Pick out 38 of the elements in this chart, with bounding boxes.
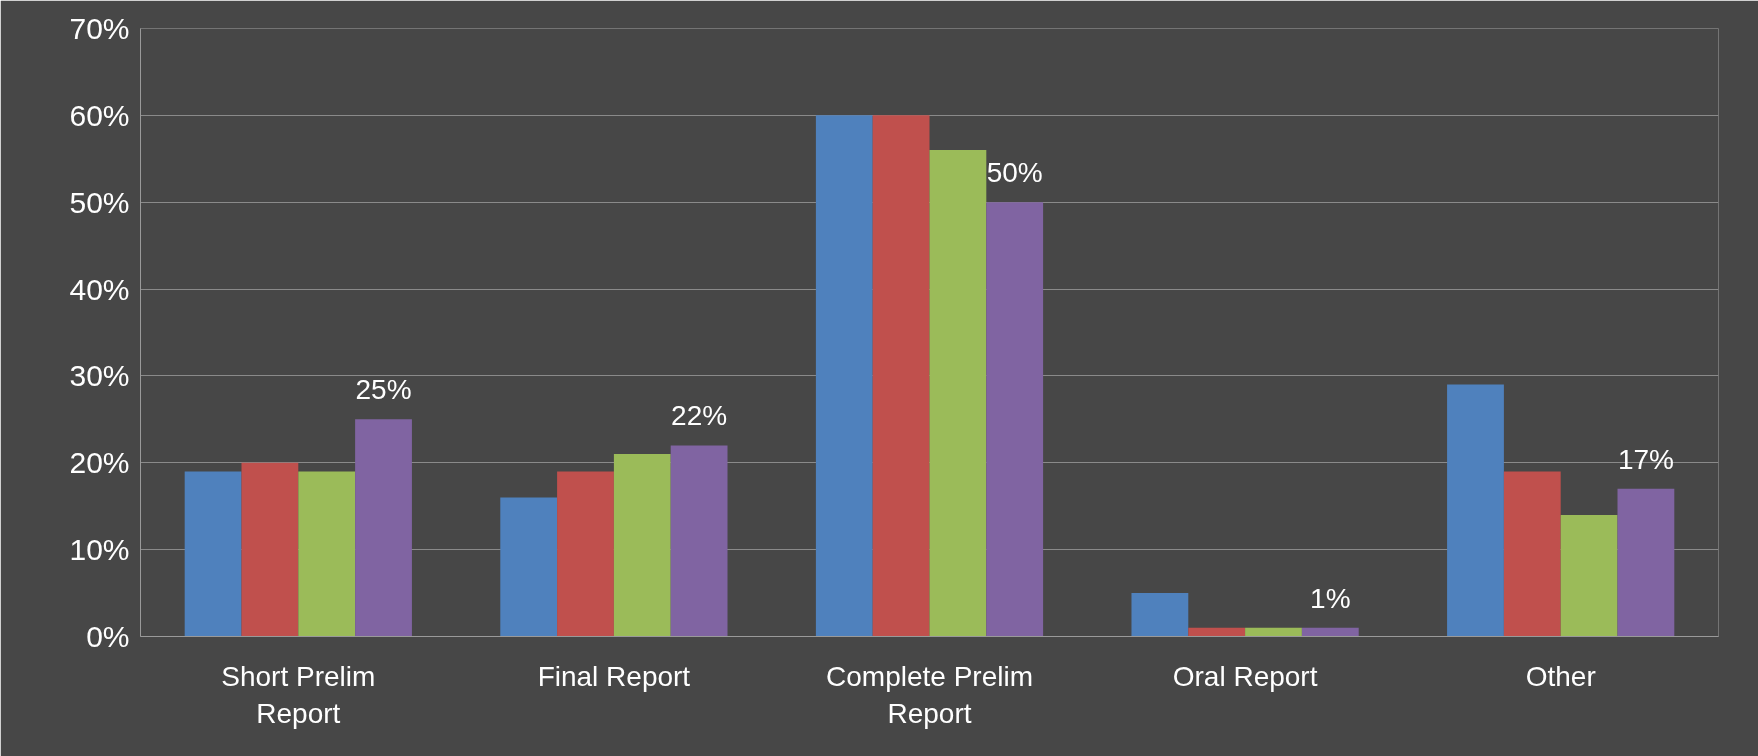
bar [1301, 627, 1359, 637]
bar [1503, 471, 1561, 637]
y-tick-label: 60% [69, 98, 130, 132]
bar [1560, 514, 1618, 637]
bar [1245, 627, 1302, 637]
y-tick-label: 50% [69, 185, 130, 219]
x-tick-label: Complete Prelim Report [826, 660, 1033, 729]
data-label: 50% [986, 157, 1043, 189]
bar [355, 419, 412, 637]
data-label: 22% [671, 400, 728, 432]
y-tick-label: 30% [69, 359, 130, 393]
bar [500, 497, 558, 637]
data-label: 25% [355, 374, 412, 406]
x-tick-label: Other [1525, 660, 1596, 692]
bar [815, 115, 873, 637]
x-tick-label: Final Report [537, 660, 691, 692]
x-tick-label: Short Prelim Report [221, 660, 376, 729]
data-label: 1% [1310, 582, 1351, 614]
bar [929, 150, 987, 637]
bar [557, 471, 614, 637]
y-tick-label: 0% [86, 620, 130, 653]
bar [298, 471, 356, 637]
bar [1447, 384, 1504, 637]
bar [1188, 627, 1246, 637]
y-tick-label: 70% [69, 12, 130, 45]
y-tick-label: 10% [69, 533, 130, 567]
y-tick-label: 40% [69, 272, 130, 306]
bar [184, 471, 242, 637]
bar [241, 462, 299, 637]
bar [670, 445, 728, 637]
bar [613, 454, 671, 637]
data-label: 17% [1617, 443, 1674, 475]
bar [1131, 593, 1189, 637]
bar [986, 202, 1044, 637]
bar [872, 115, 930, 637]
y-tick-label: 20% [69, 446, 130, 480]
x-tick-label: Oral Report [1172, 660, 1318, 692]
bar [1617, 488, 1675, 637]
